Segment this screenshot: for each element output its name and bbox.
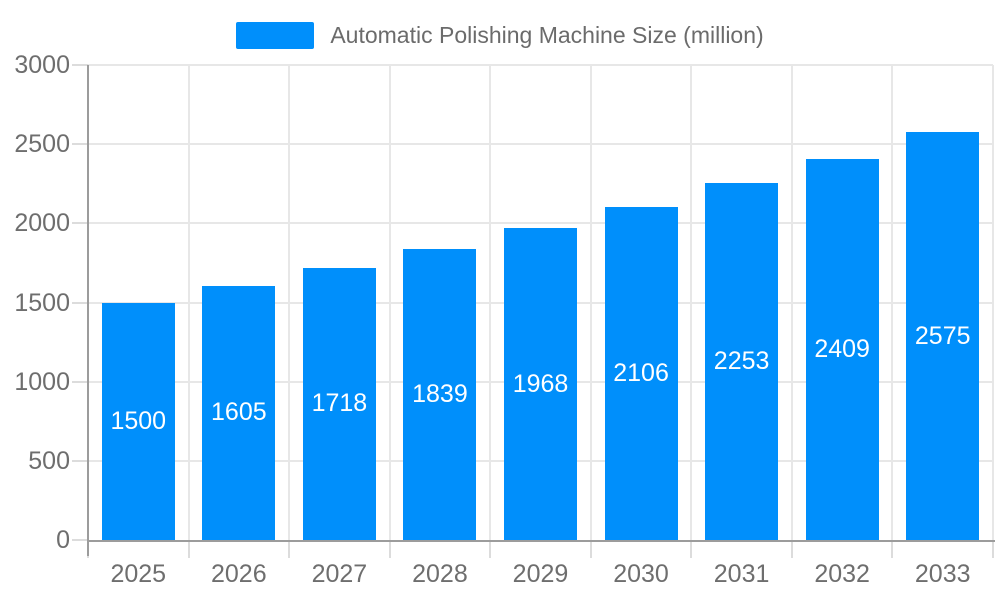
x-tick-mark: [891, 542, 894, 558]
legend: Automatic Polishing Machine Size (millio…: [0, 20, 1000, 50]
bar-value-label: 2409: [814, 334, 870, 363]
x-tick-mark: [790, 542, 793, 558]
x-tick-label: 2031: [713, 560, 770, 588]
bar[interactable]: 1968: [504, 228, 577, 540]
x-gridline: [690, 65, 693, 540]
y-gridline: [88, 64, 993, 66]
y-tick-label: 500: [28, 446, 70, 475]
x-gridline: [187, 65, 190, 540]
x-tick-mark: [992, 542, 994, 558]
legend-label[interactable]: Automatic Polishing Machine Size (millio…: [330, 21, 764, 48]
x-gridline: [288, 65, 291, 540]
bar-value-label: 2106: [613, 358, 669, 387]
x-gridline: [992, 65, 994, 540]
bar[interactable]: 1718: [302, 267, 376, 540]
x-tick-label: 2027: [311, 560, 368, 588]
x-gridline: [388, 65, 391, 540]
y-tick-mark: [72, 459, 88, 462]
x-tick-label: 2033: [914, 560, 971, 588]
x-tick-label: 2030: [613, 560, 669, 588]
y-tick-label: 2500: [14, 130, 70, 159]
y-tick-label: 3000: [14, 51, 70, 79]
bar[interactable]: 1500: [101, 302, 175, 540]
x-gridline: [790, 65, 793, 540]
bar-value-label: 1968: [512, 369, 569, 398]
bar-value-label: 2575: [914, 321, 971, 350]
bar-value-label: 1500: [110, 406, 167, 435]
x-tick-mark: [187, 542, 190, 558]
y-tick-label: 0: [56, 526, 70, 554]
y-tick-mark: [72, 222, 88, 225]
x-tick-label: 2026: [211, 560, 267, 588]
x-tick-mark: [589, 542, 592, 558]
y-tick-mark: [72, 143, 88, 146]
legend-swatch[interactable]: [236, 21, 315, 49]
y-gridline: [88, 143, 993, 146]
x-tick-mark: [690, 542, 693, 558]
x-gridline: [489, 65, 492, 540]
y-tick-label: 1500: [14, 288, 70, 317]
bar-value-label: 2253: [713, 347, 770, 376]
y-gridline: [88, 222, 993, 225]
bar[interactable]: 2409: [805, 158, 879, 540]
bar[interactable]: 1839: [403, 248, 477, 540]
bar[interactable]: 2253: [705, 183, 779, 540]
bar[interactable]: 2575: [906, 132, 980, 540]
x-tick-label: 2025: [110, 560, 167, 588]
x-gridline: [589, 65, 592, 540]
x-tick-mark: [288, 542, 291, 558]
x-gridline: [891, 65, 894, 540]
x-tick-label: 2029: [512, 560, 569, 588]
y-tick-mark: [72, 539, 88, 541]
y-tick-label: 2000: [14, 209, 70, 238]
x-tick-mark: [489, 542, 492, 558]
x-tick-label: 2032: [814, 560, 870, 588]
bar-value-label: 1839: [412, 379, 468, 408]
y-axis-line: [87, 65, 89, 556]
bar[interactable]: 2106: [604, 206, 678, 540]
x-tick-label: 2028: [412, 560, 468, 588]
x-axis-line: [87, 540, 995, 542]
y-tick-label: 1000: [14, 367, 70, 396]
y-tick-mark: [72, 380, 88, 383]
x-tick-mark: [388, 542, 391, 558]
bar-value-label: 1718: [311, 389, 368, 418]
bar-value-label: 1605: [211, 398, 267, 427]
bar[interactable]: 1605: [202, 285, 276, 540]
y-tick-mark: [72, 301, 88, 304]
y-tick-mark: [72, 64, 88, 66]
